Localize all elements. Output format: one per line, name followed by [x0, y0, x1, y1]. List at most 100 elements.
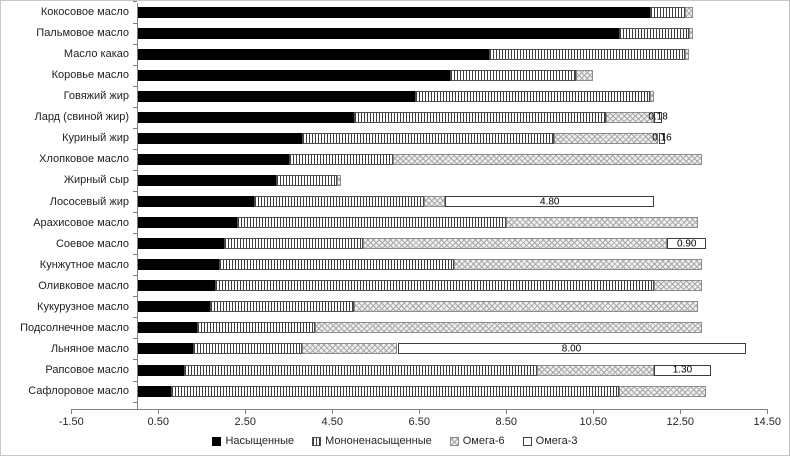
y-axis-tick: [132, 148, 137, 150]
bar-segment-saturated: [136, 69, 450, 81]
x-axis-tick: [332, 409, 334, 414]
category-label: Кокосовое масло: [40, 6, 129, 18]
bar-segment-saturated: [136, 301, 211, 313]
y-axis-tick: [132, 22, 137, 24]
bar-segment-saturated: [136, 174, 276, 186]
bar-segment-monounsaturated: [619, 27, 689, 39]
bar-segment-omega6: [606, 111, 655, 123]
y-axis-tick: [132, 106, 137, 108]
bar-segment-omega3: [658, 132, 666, 144]
legend-label: Мононенасыщенные: [325, 435, 432, 447]
category-label: Лард (свиной жир): [34, 111, 129, 124]
bar-segment-monounsaturated: [171, 385, 620, 397]
legend-swatch-icon: [522, 436, 532, 446]
bar-segment-saturated: [136, 385, 172, 397]
category-label: Куриный жир: [62, 132, 129, 145]
bar-segment-monounsaturated: [184, 364, 537, 376]
category-label: Коровье масло: [51, 69, 129, 82]
bar-segment-monounsaturated: [219, 259, 455, 271]
x-axis-tick-label: 0.50: [147, 415, 169, 428]
bar-segment-saturated: [136, 364, 185, 376]
bar-segment-omega6: [684, 6, 694, 18]
x-axis-tick-label: 12.50: [666, 415, 695, 428]
category-label: Говяжий жир: [63, 90, 129, 103]
data-label-omega3: 0.18: [648, 111, 668, 123]
data-label-omega3: 0.16: [652, 132, 672, 144]
category-label: Пальмовое масло: [36, 27, 129, 40]
bar-segment-omega6: [423, 196, 446, 208]
bar-segment-omega6: [536, 364, 655, 376]
y-axis-tick: [132, 296, 137, 298]
legend-swatch-icon: [212, 436, 222, 446]
bar-segment-omega6: [575, 69, 594, 81]
bar-segment-saturated: [136, 259, 220, 271]
bar-segment-saturated: [136, 48, 489, 60]
x-axis-tick: [158, 409, 160, 414]
bar-segment-saturated: [136, 132, 302, 144]
data-label-omega3: 0.90: [677, 238, 697, 250]
y-axis-tick: [132, 380, 137, 382]
legend-label: Омега-6: [462, 435, 505, 447]
legend: Насыщенные Мононенасыщенные Омега-6 Омега-3: [1, 435, 789, 447]
x-axis-tick: [680, 409, 682, 414]
legend-item: Омега-6: [449, 435, 505, 447]
x-axis-tick: [245, 409, 247, 414]
bar-segment-omega3: [445, 196, 655, 208]
x-axis-tick-label: 6.50: [408, 415, 430, 428]
bar-segment-omega3: [654, 111, 662, 123]
legend-item: Омега-3: [522, 435, 578, 447]
legend-item: Мононенасыщенные: [312, 435, 432, 447]
bar-segment-omega6: [314, 322, 702, 334]
y-axis-tick: [132, 85, 137, 87]
y-axis-tick: [132, 338, 137, 340]
y-axis-tick: [132, 1, 137, 3]
bar-segment-omega6: [688, 27, 694, 39]
bar-segment-monounsaturated: [354, 111, 607, 123]
bar-segment-omega6: [354, 301, 698, 313]
bar-segment-monounsaturated: [193, 343, 302, 355]
bar-segment-omega6: [654, 280, 702, 292]
bar-segment-saturated: [136, 111, 354, 123]
y-axis-tick: [132, 233, 137, 235]
data-label-omega3: 8.00: [561, 343, 582, 355]
y-axis-line: [136, 3, 138, 409]
x-axis-line: [71, 408, 769, 410]
category-label: Льняное масло: [50, 342, 129, 355]
category-label: Соевое масло: [55, 237, 129, 250]
x-axis-tick-label: -1.50: [58, 415, 84, 428]
bar-segment-omega3: [397, 343, 746, 355]
bar-segment-monounsaturated: [214, 280, 655, 292]
legend-label: Насыщенные: [225, 435, 295, 447]
bar-segment-monounsaturated: [210, 301, 354, 313]
data-label-omega3: 1.30: [672, 364, 693, 376]
legend-item: Насыщенные: [212, 435, 294, 447]
y-axis-tick: [132, 317, 137, 319]
bar-segment-saturated: [136, 196, 254, 208]
category-label: Кунжутное масло: [39, 258, 129, 271]
y-axis-tick: [132, 64, 137, 66]
bar-segment-omega3: [667, 238, 707, 250]
bar-segment-monounsaturated: [414, 90, 650, 102]
x-axis-tick: [767, 409, 769, 414]
bar-segment-omega6: [301, 343, 398, 355]
bar-segment-saturated: [136, 90, 415, 102]
category-label: Арахисовое масло: [33, 216, 129, 229]
x-axis-tick: [419, 409, 421, 414]
category-label: Рапсовое масло: [45, 364, 129, 377]
bar-segment-monounsaturated: [449, 69, 576, 81]
bar-segment-monounsaturated: [649, 6, 685, 18]
bar-segment-saturated: [136, 217, 237, 229]
bar-segment-omega3: [654, 364, 711, 376]
data-label-omega3: 4.80: [540, 196, 560, 208]
legend-label: Омега-3: [535, 435, 578, 447]
y-axis-tick: [132, 43, 137, 45]
bar-segment-monounsaturated: [223, 238, 363, 250]
category-label: Хлопковое масло: [39, 153, 129, 166]
x-axis-tick-label: 2.50: [234, 415, 256, 428]
bar-segment-omega6: [454, 259, 702, 271]
bar-segment-monounsaturated: [253, 196, 424, 208]
y-axis-tick: [132, 275, 137, 277]
y-axis-tick: [132, 359, 137, 361]
x-axis-tick: [506, 409, 508, 414]
